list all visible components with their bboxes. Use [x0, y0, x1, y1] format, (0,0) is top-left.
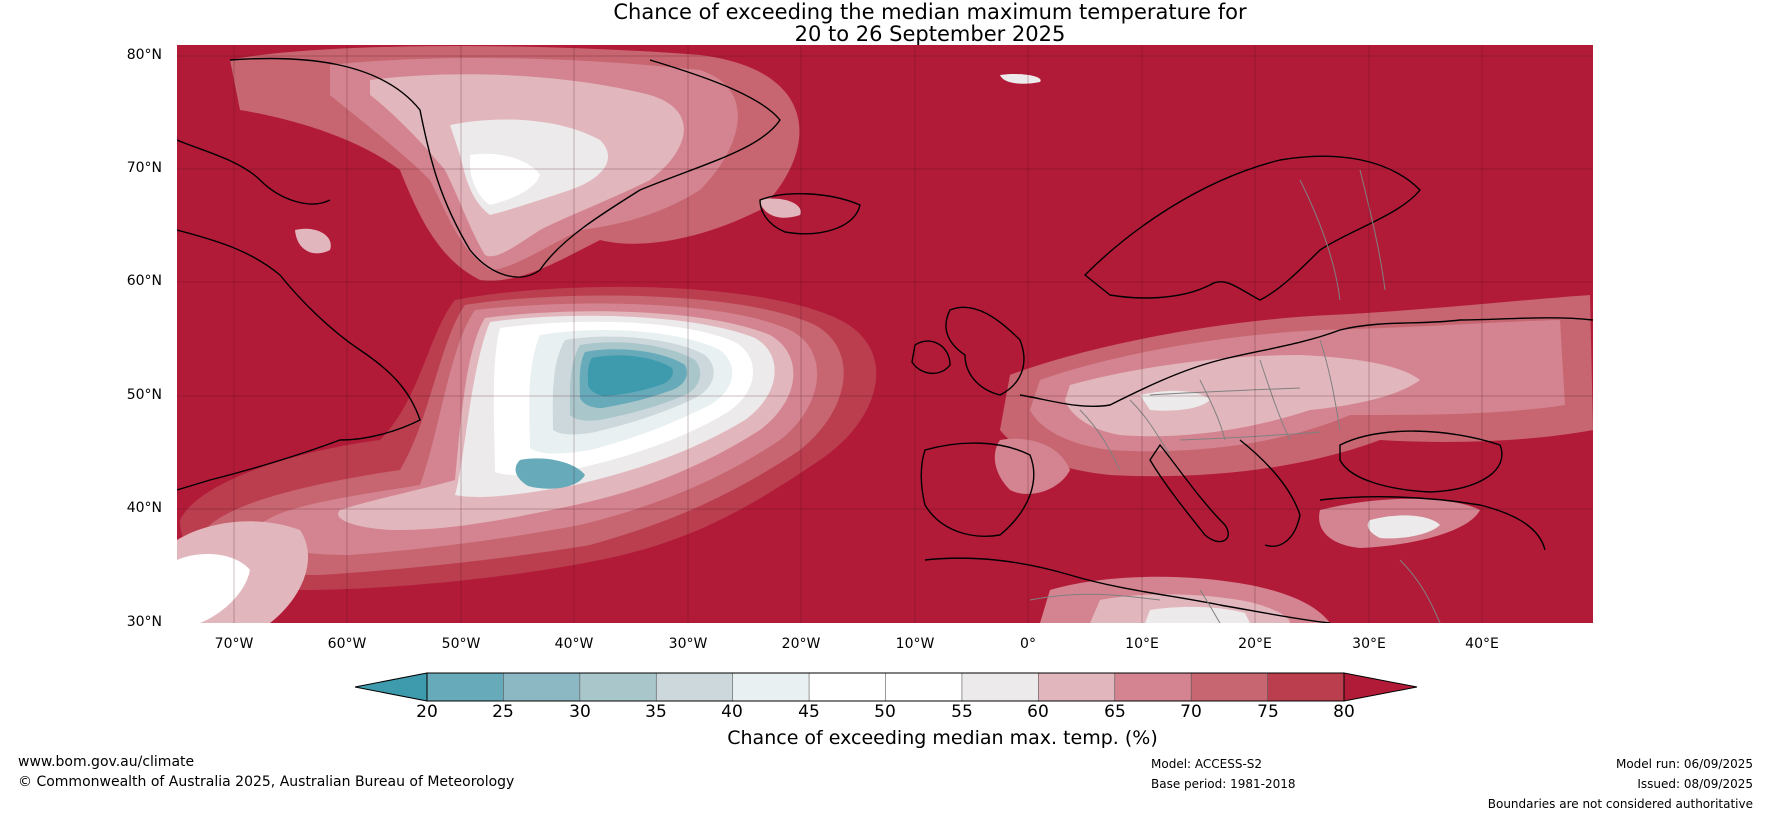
colorbar-segment — [503, 673, 581, 701]
lat-label-40n: 40°N — [126, 500, 162, 516]
colorbar-segment — [579, 673, 657, 701]
footer-disclaimer: Boundaries are not considered authoritat… — [1487, 797, 1753, 811]
atlantic-contour-20 — [587, 355, 673, 396]
atlantic-south-blob — [515, 458, 585, 489]
colorbar-tick-35: 35 — [645, 702, 667, 722]
iceland-spot — [760, 198, 801, 218]
map-area — [177, 45, 1593, 623]
lon-label-50w: 50°W — [441, 636, 481, 652]
colorbar-tick-70: 70 — [1180, 702, 1202, 722]
map-title-line2: 20 to 26 September 2025 — [794, 22, 1066, 46]
italy-coastline — [1149, 443, 1229, 543]
colorbar-segment — [1191, 673, 1268, 701]
colorbar-tick-50: 50 — [874, 702, 896, 722]
lon-label-20e: 20°E — [1238, 636, 1272, 652]
map-title-line1: Chance of exceeding the median maximum t… — [613, 0, 1247, 24]
iberia-contour — [994, 438, 1070, 494]
scandinavia-coastline — [1083, 155, 1421, 301]
africa-contour-55 — [1145, 606, 1250, 623]
colorbar-segment — [427, 673, 504, 701]
british-isles-coastline — [945, 306, 1025, 396]
colorbar-right-arrow — [1343, 672, 1418, 702]
colorbar-label: Chance of exceeding median max. temp. (%… — [727, 727, 1158, 749]
colorbar-tick-55: 55 — [951, 702, 973, 722]
lat-label-70n: 70°N — [126, 160, 162, 176]
lon-label-30e: 30°E — [1352, 636, 1386, 652]
graticule — [177, 45, 1593, 623]
colorbar-tick-30: 30 — [569, 702, 591, 722]
svalbard-spot — [1000, 73, 1041, 84]
lon-label-40e: 40°E — [1465, 636, 1499, 652]
colorbar-segment — [1038, 673, 1116, 701]
colorbar-tick-20: 20 — [416, 702, 438, 722]
footer-base-period: Base period: 1981-2018 — [1151, 777, 1296, 791]
colorbar-tick-60: 60 — [1027, 702, 1049, 722]
lon-label-30w: 30°W — [668, 636, 708, 652]
labrador-spot — [295, 228, 331, 254]
colorbar-segment — [885, 673, 963, 701]
colorbar-tick-40: 40 — [721, 702, 743, 722]
lon-label-20w: 20°W — [781, 636, 821, 652]
lat-label-50n: 50°N — [126, 387, 162, 403]
europe-contour-65 — [1065, 355, 1420, 437]
colorbar-segment — [656, 673, 734, 701]
colorbar-segment — [809, 673, 886, 701]
colorbar-segment — [1267, 673, 1345, 701]
labrador-coastline — [177, 229, 421, 491]
borders — [1029, 169, 1441, 623]
lat-label-60n: 60°N — [126, 273, 162, 289]
colorbar-segment — [1114, 673, 1192, 701]
footer-model: Model: ACCESS-S2 — [1151, 757, 1263, 771]
lon-label-60w: 60°W — [327, 636, 367, 652]
footer-issued: Issued: 08/09/2025 — [1637, 777, 1753, 791]
colorbar-tick-25: 25 — [492, 702, 514, 722]
footer-model-run: Model run: 06/09/2025 — [1615, 757, 1753, 771]
turkey-coastline — [1319, 496, 1546, 551]
lon-label-70w: 70°W — [214, 636, 254, 652]
colorbar-tick-65: 65 — [1104, 702, 1126, 722]
africa-coastline — [924, 557, 1331, 623]
coastlines — [177, 57, 1593, 623]
balkans-coastline — [1239, 439, 1301, 547]
lon-label-10w: 10°W — [895, 636, 935, 652]
canada-north-coastline — [177, 139, 331, 205]
colorbar-tick-75: 75 — [1257, 702, 1279, 722]
iberia-coastline — [920, 442, 1035, 537]
colorbar-tick-80: 80 — [1333, 702, 1355, 722]
lon-label-40w: 40°W — [554, 636, 594, 652]
turkey-contour-55 — [1367, 515, 1440, 539]
lon-label-10e: 10°E — [1125, 636, 1159, 652]
lon-label-0: 0° — [1020, 636, 1036, 652]
black-sea-coastline — [1339, 430, 1503, 493]
greenland-coastline — [229, 57, 781, 278]
iceland-coastline — [759, 193, 861, 235]
sw-atlantic-contour-50 — [177, 554, 250, 623]
colorbar — [354, 672, 1418, 702]
ireland-coastline — [911, 340, 951, 374]
footer-copyright: © Commonwealth of Australia 2025, Austra… — [18, 774, 515, 790]
europe-coastline — [1019, 317, 1593, 408]
colorbar-segment — [961, 673, 1039, 701]
colorbar-segment — [732, 673, 810, 701]
colorbar-tick-45: 45 — [798, 702, 820, 722]
colorbar-left-arrow — [354, 672, 428, 702]
lat-label-30n: 30°N — [126, 614, 162, 630]
lat-label-80n: 80°N — [126, 47, 162, 63]
footer-website: www.bom.gov.au/climate — [18, 754, 195, 770]
greenland-contour-50 — [470, 153, 540, 205]
